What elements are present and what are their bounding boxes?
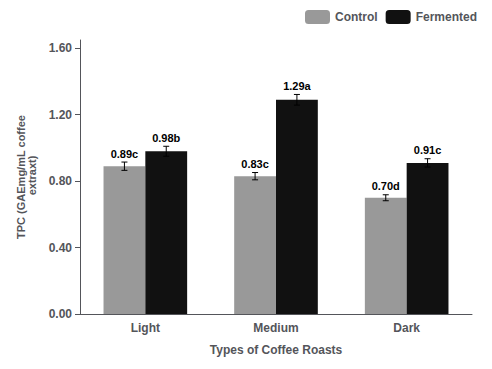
svg-text:Control: Control	[335, 10, 378, 24]
svg-text:0.83c: 0.83c	[241, 158, 269, 170]
svg-text:Types of Coffee Roasts: Types of Coffee Roasts	[210, 343, 343, 357]
svg-text:0.80: 0.80	[49, 174, 73, 188]
svg-text:extraxt): extraxt)	[26, 155, 38, 198]
svg-text:0.91c: 0.91c	[414, 144, 442, 156]
svg-text:0.70d: 0.70d	[372, 180, 400, 192]
svg-text:Dark: Dark	[393, 321, 420, 335]
svg-text:0.89c: 0.89c	[111, 148, 139, 160]
svg-text:0.00: 0.00	[49, 307, 73, 321]
svg-text:Medium: Medium	[253, 321, 298, 335]
svg-text:Fermented: Fermented	[416, 10, 477, 24]
svg-text:Light: Light	[131, 321, 160, 335]
svg-text:1.60: 1.60	[49, 41, 73, 55]
svg-text:0.98b: 0.98b	[152, 132, 180, 144]
svg-text:1.29a: 1.29a	[283, 80, 311, 92]
svg-text:0.40: 0.40	[49, 241, 73, 255]
svg-text:TPC (GAEmg/mL coffee: TPC (GAEmg/mL coffee	[15, 115, 28, 239]
svg-text:1.20: 1.20	[49, 108, 73, 122]
